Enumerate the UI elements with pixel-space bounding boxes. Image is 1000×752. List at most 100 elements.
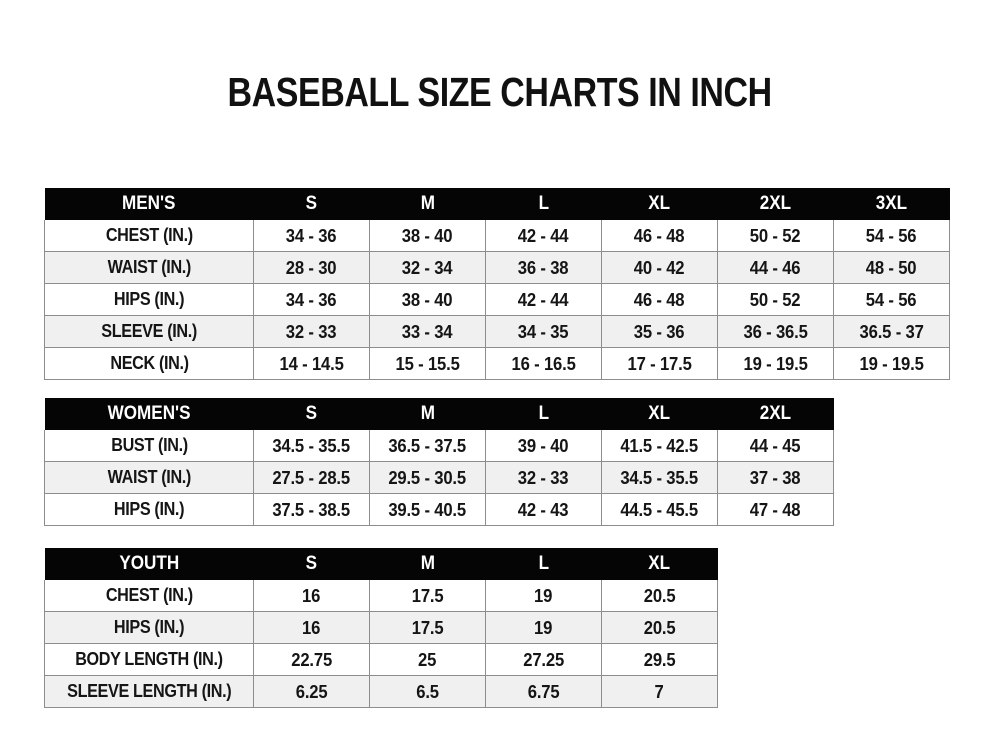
youth-header-cell-l: L	[485, 548, 602, 580]
youth-body-length-l: 27.25	[485, 643, 602, 676]
table-row: HIPS (IN.) 37.5 - 38.5 39.5 - 40.5 42 - …	[44, 493, 834, 526]
mens-header-label-3xl: 3XL	[875, 193, 908, 214]
youth-header-label-xl: XL	[648, 553, 671, 574]
womens-row-label-bust: BUST (IN.)	[44, 430, 254, 462]
mens-header-cell-3xl: 3XL	[833, 188, 950, 220]
youth-body-length-xl: 29.5	[601, 643, 718, 676]
mens-header-label-s: S	[305, 193, 318, 214]
womens-header-label-xl: XL	[648, 403, 671, 424]
youth-header-label-category: YOUTH	[119, 553, 179, 574]
table-row: NECK (IN.) 14 - 14.5 15 - 15.5 16 - 16.5…	[44, 347, 950, 380]
womens-table-body: BUST (IN.) 34.5 - 35.5 36.5 - 37.5 39 - …	[44, 430, 834, 526]
mens-header-row: MEN'S S M L XL 2XL 3XL	[44, 188, 950, 220]
youth-row-label-sleeve-length: SLEEVE LENGTH (IN.)	[44, 675, 254, 708]
table-row: WAIST (IN.) 27.5 - 28.5 29.5 - 30.5 32 -…	[44, 461, 834, 494]
womens-waist-m: 29.5 - 30.5	[369, 461, 486, 494]
mens-hips-xl: 46 - 48	[601, 283, 718, 316]
mens-waist-m: 32 - 34	[369, 251, 486, 284]
mens-sleeve-l: 34 - 35	[485, 315, 602, 348]
youth-header-label-m: M	[420, 553, 435, 574]
page-title-text: BASEBALL SIZE CHARTS IN INCH	[227, 69, 773, 115]
womens-header-label-2xl: 2XL	[759, 403, 792, 424]
mens-row-label-waist: WAIST (IN.)	[44, 251, 254, 284]
mens-waist-2xl: 44 - 46	[717, 251, 834, 284]
youth-body-length-m: 25	[369, 643, 486, 676]
womens-size-table: WOMEN'S S M L XL 2XL	[44, 398, 834, 526]
youth-row-label-hips: HIPS (IN.)	[44, 611, 254, 644]
mens-hips-s: 34 - 36	[253, 283, 370, 316]
womens-hips-m: 39.5 - 40.5	[369, 493, 486, 526]
mens-chest-2xl: 50 - 52	[717, 220, 834, 252]
mens-neck-xl: 17 - 17.5	[601, 347, 718, 380]
mens-header-cell-m: M	[369, 188, 486, 220]
mens-sleeve-s: 32 - 33	[253, 315, 370, 348]
mens-waist-3xl: 48 - 50	[833, 251, 950, 284]
youth-header-cell-m: M	[369, 548, 486, 580]
table-row: HIPS (IN.) 34 - 36 38 - 40 42 - 44 46 - …	[44, 283, 950, 316]
womens-table-head: WOMEN'S S M L XL 2XL	[44, 398, 834, 430]
mens-table-body: CHEST (IN.) 34 - 36 38 - 40 42 - 44 46 -…	[44, 220, 950, 380]
womens-header-label-m: M	[420, 403, 435, 424]
mens-table-head: MEN'S S M L XL 2XL 3XL	[44, 188, 950, 220]
mens-hips-l: 42 - 44	[485, 283, 602, 316]
youth-hips-m: 17.5	[369, 611, 486, 644]
womens-row-label-hips: HIPS (IN.)	[44, 493, 254, 526]
mens-header-label-xl: XL	[648, 193, 671, 214]
youth-header-label-s: S	[305, 553, 318, 574]
mens-header-cell-category: MEN'S	[44, 188, 254, 220]
table-row: SLEEVE (IN.) 32 - 33 33 - 34 34 - 35 35 …	[44, 315, 950, 348]
mens-header-cell-2xl: 2XL	[717, 188, 834, 220]
womens-bust-xl: 41.5 - 42.5	[601, 430, 718, 462]
mens-row-label-chest: CHEST (IN.)	[44, 220, 254, 252]
womens-header-label-l: L	[538, 403, 549, 424]
mens-header-label-l: L	[538, 193, 549, 214]
youth-header-cell-category: YOUTH	[44, 548, 254, 580]
youth-hips-s: 16	[253, 611, 370, 644]
page-title: BASEBALL SIZE CHARTS IN INCH	[40, 68, 960, 116]
womens-hips-s: 37.5 - 38.5	[253, 493, 370, 526]
mens-header-cell-l: L	[485, 188, 602, 220]
youth-chest-l: 19	[485, 580, 602, 612]
mens-sleeve-m: 33 - 34	[369, 315, 486, 348]
youth-sleeve-length-xl: 7	[601, 675, 718, 708]
youth-header-cell-xl: XL	[601, 548, 718, 580]
womens-row-label-waist: WAIST (IN.)	[44, 461, 254, 494]
youth-chest-s: 16	[253, 580, 370, 612]
womens-waist-xl: 34.5 - 35.5	[601, 461, 718, 494]
youth-header-cell-s: S	[253, 548, 370, 580]
mens-row-label-hips: HIPS (IN.)	[44, 283, 254, 316]
mens-waist-l: 36 - 38	[485, 251, 602, 284]
womens-header-cell-category: WOMEN'S	[44, 398, 254, 430]
womens-header-label-s: S	[305, 403, 318, 424]
table-row: BUST (IN.) 34.5 - 35.5 36.5 - 37.5 39 - …	[44, 430, 834, 462]
womens-bust-s: 34.5 - 35.5	[253, 430, 370, 462]
mens-chest-3xl: 54 - 56	[833, 220, 950, 252]
mens-header-cell-xl: XL	[601, 188, 718, 220]
youth-hips-xl: 20.5	[601, 611, 718, 644]
youth-sleeve-length-l: 6.75	[485, 675, 602, 708]
mens-size-table: MEN'S S M L XL 2XL 3XL	[44, 188, 950, 380]
mens-waist-xl: 40 - 42	[601, 251, 718, 284]
womens-waist-s: 27.5 - 28.5	[253, 461, 370, 494]
youth-row-label-body-length: BODY LENGTH (IN.)	[44, 643, 254, 676]
table-row: BODY LENGTH (IN.) 22.75 25 27.25 29.5	[44, 643, 718, 676]
mens-waist-s: 28 - 30	[253, 251, 370, 284]
mens-neck-s: 14 - 14.5	[253, 347, 370, 380]
mens-chest-s: 34 - 36	[253, 220, 370, 252]
mens-hips-m: 38 - 40	[369, 283, 486, 316]
youth-row-label-chest: CHEST (IN.)	[44, 580, 254, 612]
youth-sleeve-length-s: 6.25	[253, 675, 370, 708]
mens-header-cell-s: S	[253, 188, 370, 220]
youth-size-table: YOUTH S M L XL CHEST (IN.)	[44, 548, 718, 708]
womens-hips-2xl: 47 - 48	[717, 493, 834, 526]
youth-header-row: YOUTH S M L XL	[44, 548, 718, 580]
womens-hips-xl: 44.5 - 45.5	[601, 493, 718, 526]
table-row: WAIST (IN.) 28 - 30 32 - 34 36 - 38 40 -…	[44, 251, 950, 284]
womens-header-label-category: WOMEN'S	[107, 403, 191, 424]
youth-header-label-l: L	[538, 553, 549, 574]
womens-header-cell-m: M	[369, 398, 486, 430]
mens-header-label-category: MEN'S	[122, 193, 176, 214]
table-row: CHEST (IN.) 34 - 36 38 - 40 42 - 44 46 -…	[44, 220, 950, 252]
mens-neck-3xl: 19 - 19.5	[833, 347, 950, 380]
womens-waist-2xl: 37 - 38	[717, 461, 834, 494]
